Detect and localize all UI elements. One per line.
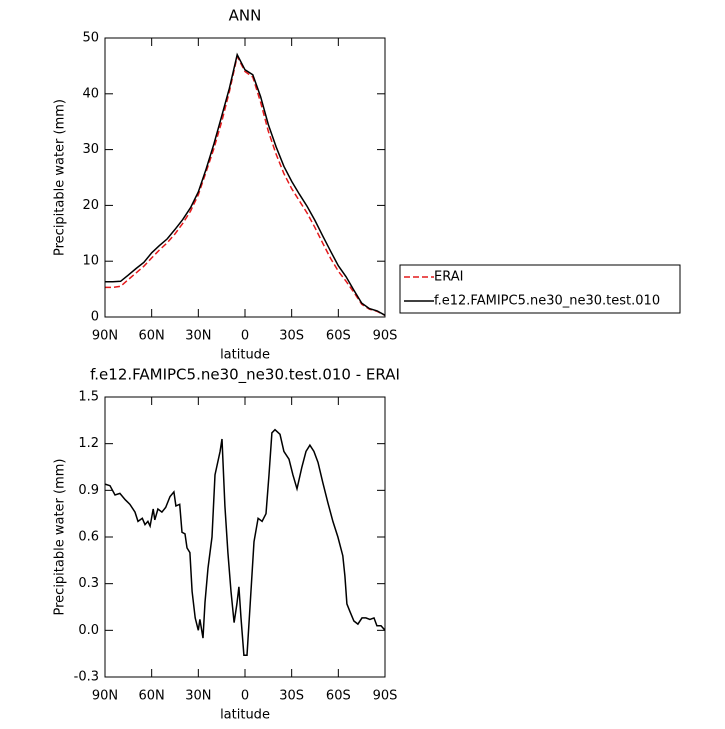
x-axis-label: latitude [220, 708, 270, 723]
series-line [104, 428, 386, 656]
x-tick-label: 60N [139, 689, 165, 704]
x-tick-label: 60S [326, 329, 351, 344]
x-tick-label: 30N [185, 689, 211, 704]
x-tick-label: 60S [326, 689, 351, 704]
y-tick-label: 0.9 [78, 483, 99, 498]
legend-label: ERAI [434, 270, 463, 285]
x-tick-label: 90S [373, 689, 398, 704]
legend-box [399, 264, 681, 314]
plot-frame [104, 396, 386, 678]
x-tick-label: 30S [279, 329, 304, 344]
y-tick-label: 0 [91, 310, 99, 325]
chart-title: ANN [229, 7, 262, 25]
x-tick-label: 30S [279, 689, 304, 704]
y-tick-label: 20 [82, 198, 99, 213]
x-tick-label: 0 [241, 689, 249, 704]
x-tick-label: 90N [92, 689, 118, 704]
series-line [105, 52, 386, 316]
y-axis-label: Precipitable water (mm) [53, 459, 68, 616]
y-axis-label: Precipitable water (mm) [53, 99, 68, 256]
chart-title: f.e12.FAMIPC5.ne30_ne30.test.010 - ERAI [90, 366, 400, 385]
x-tick-label: 30N [185, 329, 211, 344]
series-line [105, 54, 386, 316]
y-tick-label: 0.3 [78, 576, 99, 591]
y-tick-label: 40 [82, 86, 99, 101]
y-tick-label: 1.2 [78, 436, 99, 451]
y-tick-label: 10 [82, 254, 99, 269]
y-tick-label: 50 [82, 31, 99, 46]
x-axis-label: latitude [220, 348, 270, 363]
y-tick-label: 1.5 [78, 390, 99, 405]
y-tick-label: -0.3 [74, 670, 99, 685]
y-tick-label: 0.6 [78, 530, 99, 545]
x-tick-label: 90S [373, 329, 398, 344]
y-tick-label: 30 [82, 142, 99, 157]
plot-frame [104, 37, 386, 318]
x-tick-label: 60N [139, 329, 165, 344]
x-tick-label: 90N [92, 329, 118, 344]
x-tick-label: 0 [241, 329, 249, 344]
legend-label: f.e12.FAMIPC5.ne30_ne30.test.010 [434, 294, 660, 309]
y-tick-label: 0.0 [78, 623, 99, 638]
